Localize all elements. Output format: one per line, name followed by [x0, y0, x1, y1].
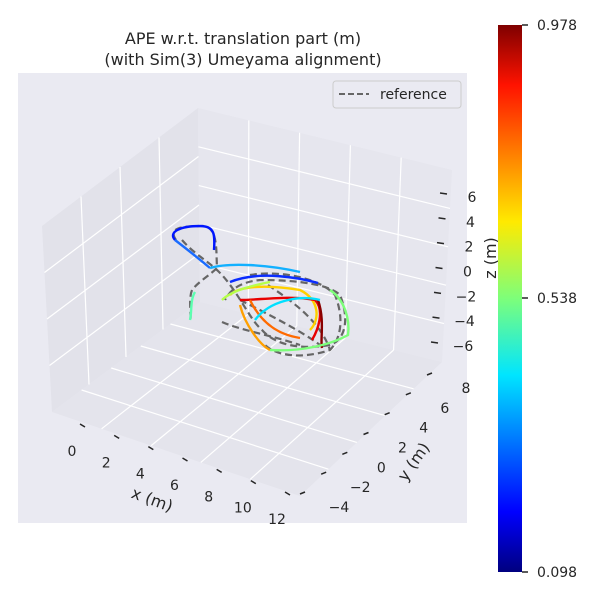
grid-line	[170, 323, 414, 390]
z-axis-tick-label: 2	[465, 240, 474, 256]
x-axis-tick-label: 0	[68, 444, 77, 460]
x-axis-tick	[250, 480, 257, 485]
y-axis-tick	[299, 491, 306, 495]
estimated-trajectory-segment	[209, 263, 301, 274]
y-axis-tick-label: 6	[440, 401, 449, 417]
estimated-trajectory-segment	[171, 224, 216, 251]
grid-line	[198, 146, 451, 209]
x-axis-tick	[284, 491, 291, 496]
estimated-trajectory-segment	[248, 299, 301, 340]
z-axis-tick	[432, 316, 440, 319]
colorbar-tick-label: 0.538	[537, 291, 577, 307]
y-axis-tick-label: 4	[419, 421, 428, 437]
y-axis-tick	[405, 392, 412, 396]
x-axis-tick	[79, 423, 86, 428]
z-axis-tick	[438, 217, 446, 220]
y-axis-tick-label: 8	[462, 381, 471, 397]
y-axis-tick	[363, 431, 369, 436]
x-axis-tick	[113, 434, 120, 439]
colorbar-tick-label: 0.978	[537, 18, 577, 34]
y-axis-tick-label: −4	[329, 500, 350, 516]
y-axis-tick	[342, 451, 348, 456]
legend-reference-label: reference	[380, 87, 447, 103]
chart-subtitle: (with Sim(3) Umeyama alignment)	[104, 50, 381, 69]
grid-line	[44, 156, 199, 273]
x-axis-tick-label: 4	[136, 467, 145, 483]
grid-line	[199, 262, 445, 325]
y-axis-tick	[426, 372, 433, 376]
grid-line	[344, 145, 351, 339]
grid-line	[200, 337, 346, 463]
reference-trajectory	[181, 239, 347, 348]
colorbar-tick-label: 0.098	[537, 565, 577, 581]
y-axis-tick-label: 0	[377, 460, 386, 476]
floor-pane	[52, 302, 442, 496]
y-axis-tick	[320, 471, 327, 475]
z-axis-tick-label: 6	[468, 190, 477, 206]
grid-line	[249, 349, 395, 480]
colorbar	[498, 25, 522, 572]
z-axis-tick	[433, 291, 442, 295]
chart-title: APE w.r.t. translation part (m)	[125, 29, 361, 48]
grid-line	[198, 185, 449, 248]
grid-line	[81, 389, 329, 470]
grid-line	[111, 367, 357, 443]
grid-line	[46, 204, 200, 320]
grid-line	[199, 223, 447, 286]
z-axis-tick-label: −2	[456, 289, 477, 305]
grid-line	[140, 345, 386, 417]
x-axis-tick	[216, 468, 223, 473]
x-axis-tick-label: 2	[102, 455, 111, 471]
z-axis-tick-label: 0	[463, 265, 472, 281]
estimated-trajectory-segment	[238, 304, 271, 352]
y-axis-tick-label: −2	[350, 480, 371, 496]
x-axis-tick	[147, 446, 154, 451]
estimated-trajectory-segment	[188, 291, 197, 321]
x-axis-tick-label: 6	[170, 478, 179, 494]
z-axis-tick	[436, 241, 445, 245]
grid-line	[296, 132, 301, 327]
legend: reference	[332, 80, 462, 109]
z-axis-tick-label: −6	[453, 339, 474, 355]
z-axis-tick	[435, 266, 443, 270]
trajectories	[171, 224, 350, 357]
x-axis-tick-label: 12	[268, 512, 286, 528]
z-axis-label: z (m)	[481, 237, 500, 279]
z-axis-tick	[430, 341, 439, 344]
estimated-trajectory-segment	[254, 297, 321, 321]
z-axis-tick	[439, 192, 448, 195]
estimated-trajectory-segment	[174, 239, 211, 269]
estimated-trajectory-segment	[269, 289, 350, 352]
estimated-trajectory-segment	[221, 280, 271, 301]
x-axis-tick	[182, 457, 188, 462]
grid-line	[101, 313, 249, 430]
reference-trajectory	[221, 284, 332, 351]
grid-line	[393, 157, 402, 351]
legend-box	[332, 80, 462, 109]
x-axis-tick-label: 8	[204, 489, 213, 505]
y-axis-tick	[384, 411, 390, 416]
y-axis-tick-label: 2	[398, 441, 407, 457]
estimated-trajectory-segment	[229, 274, 319, 285]
x-axis-tick-label: 10	[234, 501, 252, 517]
z-axis-tick-label: 4	[466, 215, 475, 231]
z-axis-tick-label: −4	[454, 314, 475, 330]
reference-trajectory	[249, 272, 342, 357]
grid-line	[49, 253, 200, 366]
grid-line	[150, 325, 298, 447]
